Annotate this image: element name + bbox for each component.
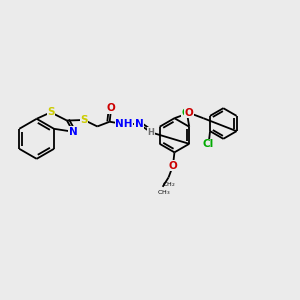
Text: Cl: Cl xyxy=(181,108,193,118)
Text: S: S xyxy=(47,107,55,117)
Text: O: O xyxy=(185,108,194,118)
Text: CH$_3$: CH$_3$ xyxy=(157,189,170,197)
Text: H: H xyxy=(147,128,154,137)
Text: CH$_2$: CH$_2$ xyxy=(162,180,176,189)
Text: S: S xyxy=(80,115,88,125)
Text: O: O xyxy=(169,160,177,171)
Text: NH: NH xyxy=(115,119,133,129)
Text: N: N xyxy=(69,127,77,137)
Text: N: N xyxy=(135,119,143,129)
Text: O: O xyxy=(107,103,116,113)
Text: Cl: Cl xyxy=(203,139,214,149)
